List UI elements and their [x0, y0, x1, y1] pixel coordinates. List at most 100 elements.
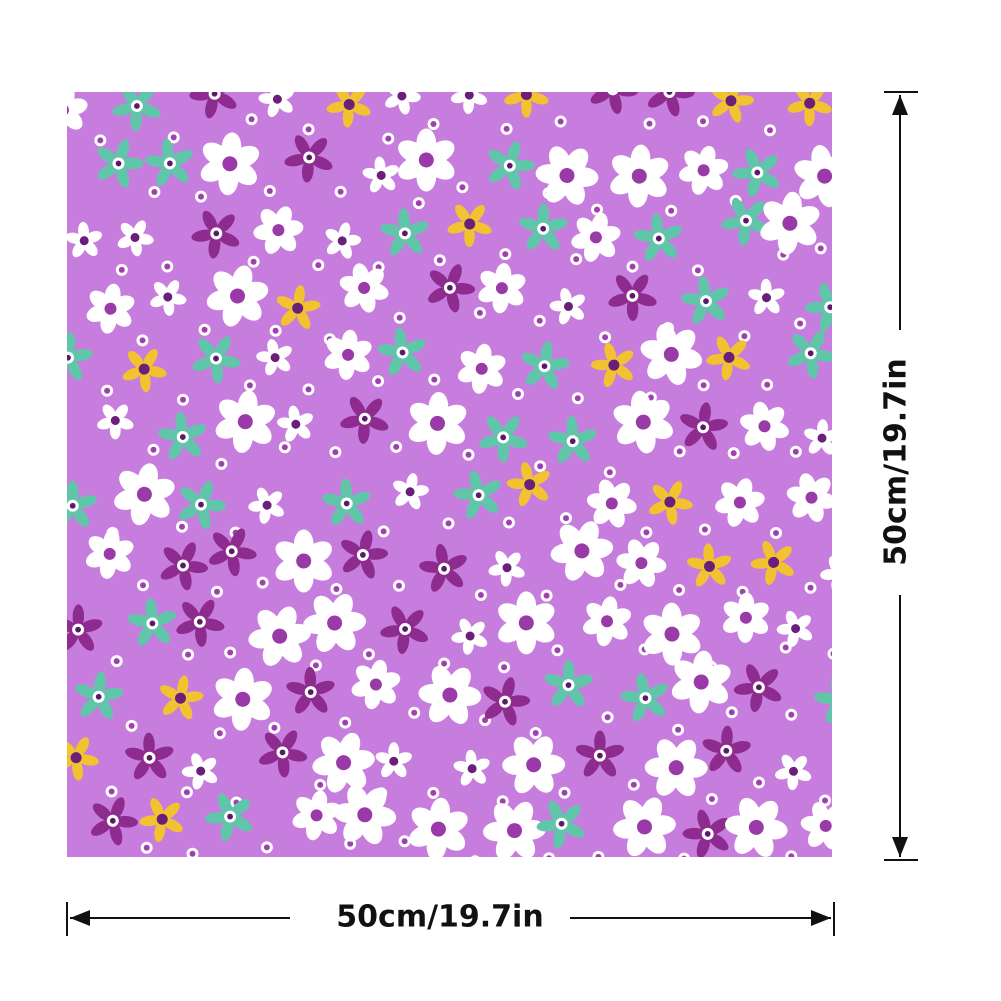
petal	[733, 683, 758, 695]
flower-dot	[361, 415, 368, 422]
flower	[303, 594, 367, 652]
dot	[735, 858, 747, 870]
flower	[590, 342, 634, 388]
flower-center	[507, 823, 522, 839]
petal	[326, 240, 343, 255]
dot-core	[393, 443, 400, 450]
petal	[429, 270, 450, 289]
petal	[599, 755, 617, 777]
petal	[745, 201, 765, 221]
petal	[176, 619, 199, 635]
flower-center	[725, 95, 737, 107]
petal	[216, 214, 235, 234]
petal	[217, 355, 241, 368]
petal	[293, 529, 314, 560]
petal	[561, 805, 581, 824]
petal	[744, 425, 766, 446]
dot	[827, 647, 832, 660]
flower-center	[235, 691, 251, 707]
petal	[760, 278, 772, 297]
petal	[265, 358, 278, 376]
petal	[701, 428, 717, 450]
dot	[110, 655, 123, 668]
petal	[642, 826, 667, 854]
flower	[206, 265, 269, 327]
dot	[540, 589, 553, 602]
petal	[738, 221, 751, 246]
dot	[314, 778, 327, 791]
height-dimension: 50cm/19.7in	[879, 91, 918, 861]
dot	[312, 259, 325, 272]
flower-center	[70, 752, 82, 764]
flower	[711, 92, 755, 123]
flower	[139, 798, 183, 843]
petal	[405, 627, 429, 643]
dot	[148, 186, 161, 198]
petal	[460, 769, 474, 786]
petal	[753, 401, 770, 426]
dot	[330, 583, 343, 595]
dot	[140, 841, 153, 854]
dot	[691, 264, 704, 277]
petal	[716, 336, 731, 357]
dot-core	[756, 779, 762, 786]
dot-core	[676, 587, 683, 593]
petal	[301, 158, 314, 183]
petal	[130, 238, 142, 257]
petal	[633, 293, 657, 307]
petal	[785, 610, 798, 629]
petal	[559, 524, 584, 552]
petal	[153, 282, 169, 298]
flower-dot	[703, 298, 709, 305]
petal	[161, 138, 174, 163]
petal	[184, 561, 209, 574]
flower	[375, 742, 412, 778]
dot	[551, 644, 564, 657]
dot	[697, 115, 709, 128]
petal	[670, 92, 695, 99]
flower-center	[175, 692, 186, 704]
flower	[800, 802, 832, 850]
flower	[608, 274, 657, 321]
petal	[198, 599, 215, 622]
dot	[627, 778, 640, 791]
petal	[133, 758, 151, 780]
flower	[97, 139, 144, 188]
petal	[604, 342, 617, 365]
petal	[342, 554, 363, 573]
petal	[393, 480, 410, 494]
petal	[115, 139, 130, 163]
flower-center	[358, 281, 371, 294]
petal	[169, 163, 189, 183]
petal	[520, 462, 533, 484]
dot	[697, 379, 710, 392]
petal	[40, 87, 68, 115]
flower	[613, 797, 676, 857]
petal	[447, 221, 469, 234]
dot-core	[681, 855, 687, 857]
petal	[191, 753, 204, 771]
dot-core	[822, 797, 828, 804]
petal	[510, 159, 535, 172]
petal	[97, 417, 115, 430]
dot	[814, 242, 827, 255]
flower-center	[524, 479, 536, 491]
petal	[470, 634, 488, 648]
petal	[820, 438, 832, 455]
petal	[152, 623, 171, 644]
flower-center	[637, 819, 652, 835]
petal	[388, 353, 404, 376]
flower	[333, 785, 397, 845]
petal	[600, 744, 625, 759]
dot-core	[214, 588, 220, 595]
flower	[248, 606, 311, 666]
petal	[102, 404, 117, 421]
petal	[277, 753, 290, 778]
petal	[362, 167, 381, 180]
petal	[348, 92, 366, 105]
flower-dot	[475, 492, 482, 499]
petal	[158, 428, 182, 441]
petal	[213, 271, 239, 297]
petal	[137, 103, 161, 118]
petal	[232, 547, 257, 560]
